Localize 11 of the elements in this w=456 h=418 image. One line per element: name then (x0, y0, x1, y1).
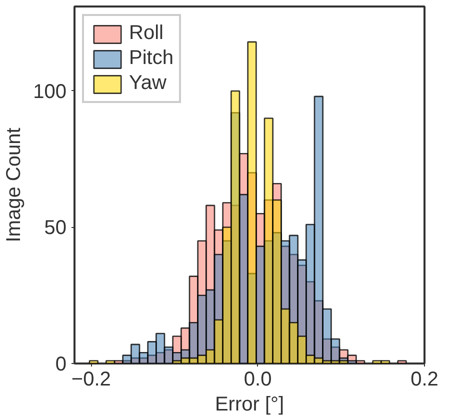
x-tick-label: 0.2 (410, 368, 438, 390)
legend-label: Yaw (129, 72, 166, 95)
legend-label: Roll (129, 22, 164, 45)
y-tick-label: 50 (44, 217, 67, 240)
y-tick-label: 0 (55, 354, 66, 376)
x-tick-label: 0.0 (244, 368, 272, 390)
x-tick-label: −0.2 (71, 368, 111, 390)
legend-label: Pitch (129, 47, 174, 70)
y-tick-label: 100 (33, 80, 67, 103)
y-axis-title: Image Count (3, 127, 26, 242)
x-axis-title: Error [°] (214, 394, 284, 416)
